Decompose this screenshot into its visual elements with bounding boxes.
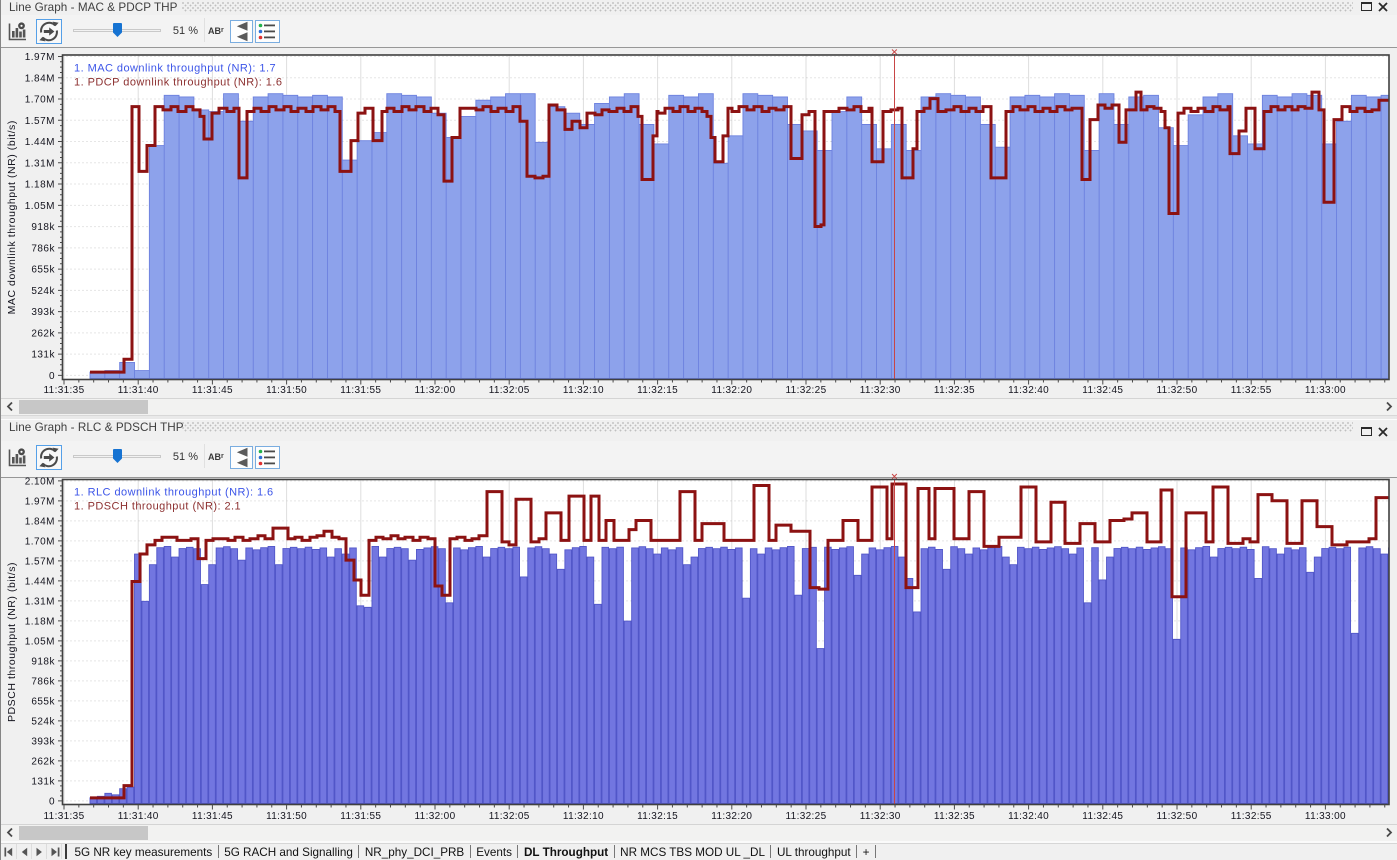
svg-text:11:32:45: 11:32:45 — [1082, 385, 1123, 396]
svg-text:11:32:00: 11:32:00 — [415, 385, 456, 396]
svg-text:0: 0 — [49, 796, 55, 807]
svg-text:11:32:10: 11:32:10 — [563, 811, 604, 822]
svg-text:393k: 393k — [31, 736, 55, 747]
svg-text:524k: 524k — [31, 286, 55, 297]
svg-text:1.70M: 1.70M — [25, 95, 55, 106]
svg-text:11:31:55: 11:31:55 — [340, 811, 381, 822]
svg-text:11:32:20: 11:32:20 — [711, 385, 752, 396]
svg-text:1.44M: 1.44M — [25, 576, 55, 587]
svg-text:11:32:40: 11:32:40 — [1008, 811, 1049, 822]
svg-text:11:32:05: 11:32:05 — [489, 811, 530, 822]
svg-text:11:32:50: 11:32:50 — [1157, 811, 1198, 822]
svg-text:1.18M: 1.18M — [25, 616, 55, 627]
svg-text:1.97M: 1.97M — [25, 496, 55, 507]
svg-text:11:31:50: 11:31:50 — [266, 811, 307, 822]
svg-text:11:32:55: 11:32:55 — [1231, 811, 1272, 822]
svg-text:1.05M: 1.05M — [25, 201, 55, 212]
svg-text:1.05M: 1.05M — [25, 636, 55, 647]
svg-text:11:32:35: 11:32:35 — [934, 811, 975, 822]
svg-text:1.57M: 1.57M — [25, 556, 55, 567]
svg-text:1. RLC downlink throughput (NR: 1. RLC downlink throughput (NR): 1.6 — [74, 487, 274, 499]
svg-text:2.10M: 2.10M — [25, 476, 55, 487]
svg-text:655k: 655k — [31, 265, 55, 276]
svg-text:786k: 786k — [31, 676, 55, 687]
svg-text:393k: 393k — [31, 307, 55, 318]
svg-text:11:32:40: 11:32:40 — [1008, 385, 1049, 396]
svg-text:1.97M: 1.97M — [25, 52, 55, 63]
svg-text:11:31:50: 11:31:50 — [266, 385, 307, 396]
svg-text:11:31:55: 11:31:55 — [340, 385, 381, 396]
svg-text:131k: 131k — [31, 350, 55, 361]
svg-text:11:32:25: 11:32:25 — [786, 385, 827, 396]
svg-text:11:32:30: 11:32:30 — [860, 385, 901, 396]
svg-text:1.44M: 1.44M — [25, 137, 55, 148]
svg-text:1.18M: 1.18M — [25, 180, 55, 191]
svg-text:1. MAC downlink throughput (NR: 1. MAC downlink throughput (NR): 1.7 — [74, 63, 276, 75]
svg-text:11:32:20: 11:32:20 — [711, 811, 752, 822]
svg-text:1. PDCP downlink throughput (N: 1. PDCP downlink throughput (NR): 1.6 — [74, 77, 282, 89]
svg-text:1.70M: 1.70M — [25, 536, 55, 547]
svg-text:11:33:00: 11:33:00 — [1305, 811, 1346, 822]
svg-text:11:32:05: 11:32:05 — [489, 385, 530, 396]
svg-text:1. PDSCH throughput (NR): 2.1: 1. PDSCH throughput (NR): 2.1 — [74, 501, 241, 513]
svg-text:11:32:10: 11:32:10 — [563, 385, 604, 396]
svg-text:11:33:00: 11:33:00 — [1305, 385, 1346, 396]
svg-text:11:32:25: 11:32:25 — [786, 811, 827, 822]
svg-text:262k: 262k — [31, 756, 55, 767]
svg-text:1.31M: 1.31M — [25, 596, 55, 607]
svg-text:918k: 918k — [31, 222, 55, 233]
svg-text:11:32:15: 11:32:15 — [637, 385, 678, 396]
svg-text:1.84M: 1.84M — [25, 516, 55, 527]
svg-text:918k: 918k — [31, 656, 55, 667]
svg-text:1.57M: 1.57M — [25, 116, 55, 127]
svg-text:11:32:15: 11:32:15 — [637, 811, 678, 822]
svg-text:131k: 131k — [31, 776, 55, 787]
svg-text:11:32:45: 11:32:45 — [1082, 811, 1123, 822]
svg-text:11:32:35: 11:32:35 — [934, 385, 975, 396]
svg-text:11:32:55: 11:32:55 — [1231, 385, 1272, 396]
svg-text:MAC downlink throughput (NR) (: MAC downlink throughput (NR) (bit/s) — [6, 120, 18, 314]
svg-text:1.84M: 1.84M — [25, 73, 55, 84]
svg-text:11:32:30: 11:32:30 — [860, 811, 901, 822]
svg-text:11:32:00: 11:32:00 — [415, 811, 456, 822]
svg-text:11:31:35: 11:31:35 — [44, 385, 85, 396]
svg-text:524k: 524k — [31, 716, 55, 727]
svg-text:0: 0 — [49, 371, 55, 382]
svg-text:1.31M: 1.31M — [25, 158, 55, 169]
svg-text:11:32:50: 11:32:50 — [1157, 385, 1198, 396]
svg-text:11:31:45: 11:31:45 — [192, 811, 233, 822]
svg-text:11:31:35: 11:31:35 — [44, 811, 85, 822]
svg-text:11:31:45: 11:31:45 — [192, 385, 233, 396]
svg-text:11:31:40: 11:31:40 — [118, 811, 159, 822]
svg-text:11:31:40: 11:31:40 — [118, 385, 159, 396]
svg-text:262k: 262k — [31, 328, 55, 339]
svg-text:PDSCH throughput (NR) (bit/s): PDSCH throughput (NR) (bit/s) — [6, 562, 18, 722]
svg-text:655k: 655k — [31, 696, 55, 707]
svg-text:786k: 786k — [31, 243, 55, 254]
